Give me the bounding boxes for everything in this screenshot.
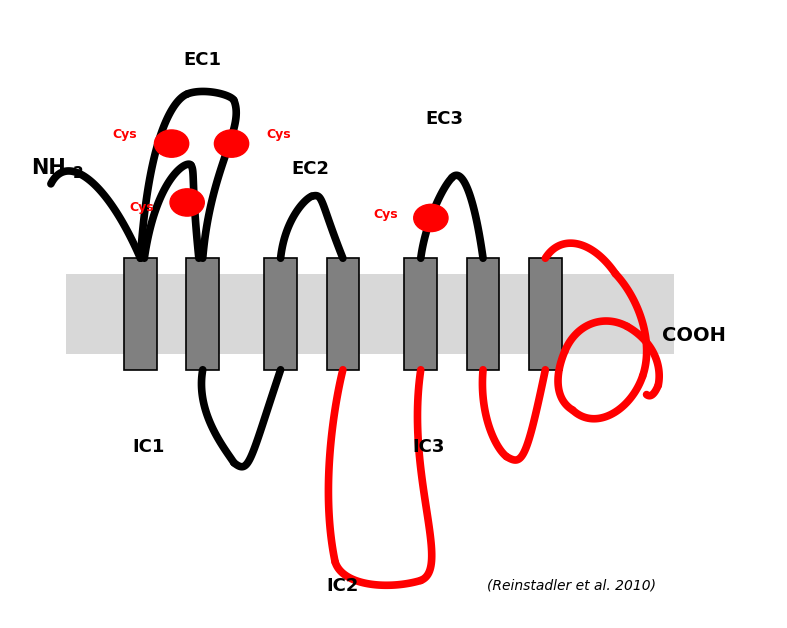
Text: Cys: Cys <box>112 127 136 141</box>
Text: IC2: IC2 <box>327 577 359 595</box>
Text: (Reinstadler et al. 2010): (Reinstadler et al. 2010) <box>487 579 656 593</box>
Text: EC3: EC3 <box>425 110 463 128</box>
Text: Cys: Cys <box>267 127 291 141</box>
Text: EC2: EC2 <box>291 160 329 178</box>
Text: COOH: COOH <box>662 326 726 345</box>
Text: 2: 2 <box>72 166 83 181</box>
Circle shape <box>154 130 189 157</box>
Circle shape <box>414 204 448 232</box>
Text: IC1: IC1 <box>132 438 164 456</box>
Bar <box>264 258 297 370</box>
Bar <box>467 258 500 370</box>
Circle shape <box>214 130 249 157</box>
Text: NH: NH <box>31 158 66 178</box>
Circle shape <box>170 189 205 216</box>
Text: EC1: EC1 <box>183 51 222 69</box>
Text: Cys: Cys <box>130 201 154 214</box>
Bar <box>187 258 219 370</box>
Text: Cys: Cys <box>374 208 398 221</box>
Bar <box>405 258 437 370</box>
Text: IC3: IC3 <box>412 438 445 456</box>
Bar <box>124 258 157 370</box>
Bar <box>327 258 359 370</box>
Bar <box>66 274 674 354</box>
Bar <box>529 258 562 370</box>
